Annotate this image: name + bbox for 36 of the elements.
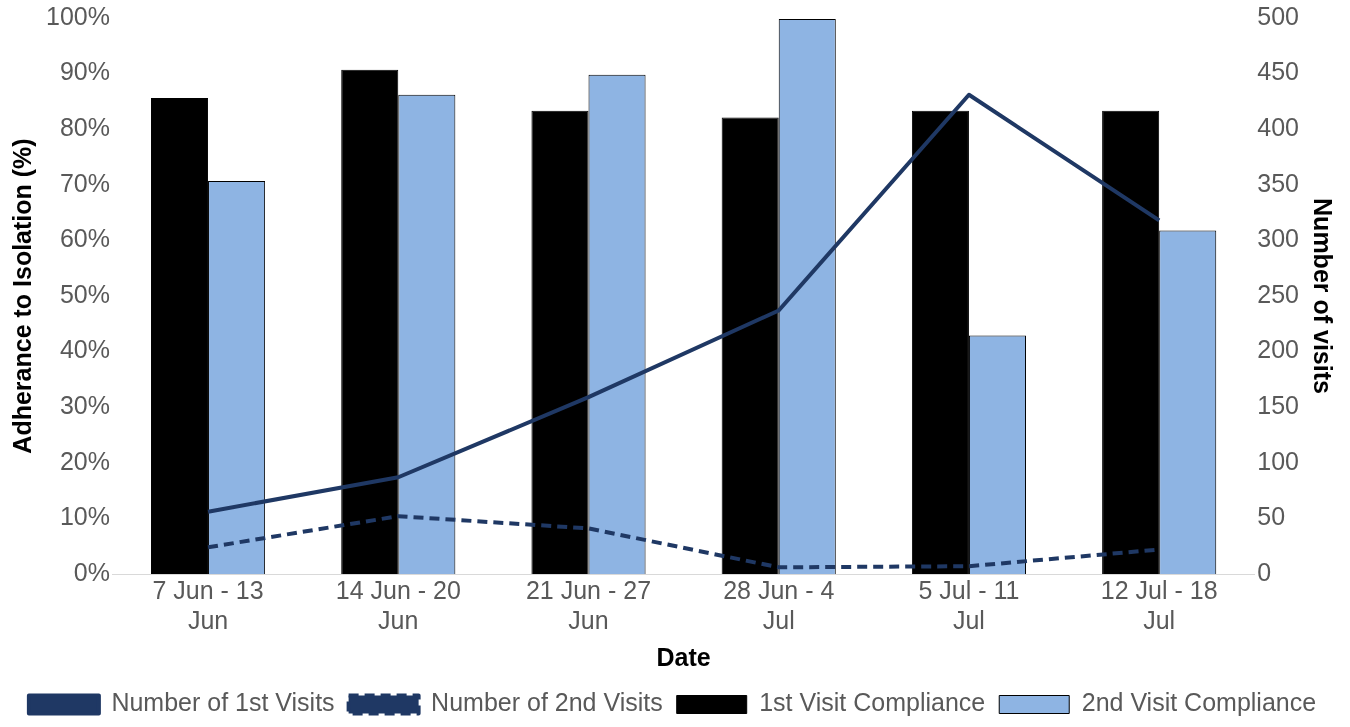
y-tick-label: 0% xyxy=(73,557,110,586)
x-tick-label: 5 Jul - 11 Jul xyxy=(918,575,1020,634)
x-tick-label: 7 Jun - 13 Jun xyxy=(152,575,264,634)
legend-label: 1st Visit Compliance xyxy=(759,688,986,717)
y-tick-label: 100% xyxy=(45,1,110,30)
y2-tick-label: 200 xyxy=(1257,335,1300,364)
legend-label: Number of 2nd Visits xyxy=(431,688,663,717)
y-tick-label: 40% xyxy=(59,335,110,364)
y2-axis-title: Number of visits xyxy=(1309,198,1338,394)
y2-tick-label: 450 xyxy=(1257,57,1300,86)
y-tick-label: 80% xyxy=(59,113,110,142)
y-tick-label: 50% xyxy=(59,279,110,308)
y-tick-label: 10% xyxy=(59,502,110,531)
y-axis-title: Adherance to Isolation (%) xyxy=(7,138,36,454)
x-tick-label: 21 Jun - 27 Jun xyxy=(525,575,652,634)
y2-tick-label: 350 xyxy=(1257,168,1300,197)
y2-tick-label: 50 xyxy=(1257,502,1286,531)
y-tick-label: 90% xyxy=(59,57,110,86)
y-tick-label: 60% xyxy=(59,224,110,253)
y2-tick-label: 250 xyxy=(1257,279,1300,308)
y-tick-label: 70% xyxy=(59,168,110,197)
x-axis-title: Date xyxy=(656,642,711,671)
y2-tick-label: 150 xyxy=(1257,391,1300,420)
y2-tick-label: 300 xyxy=(1257,224,1300,253)
legend-label: 2nd Visit Compliance xyxy=(1081,688,1317,717)
y2-tick-label: 0 xyxy=(1257,557,1272,586)
bar xyxy=(1102,110,1160,574)
x-tick-label: 28 Jun - 4 Jul xyxy=(723,575,835,634)
x-tick-label: 12 Jul - 18 Jul xyxy=(1100,575,1218,634)
y2-tick-label: 100 xyxy=(1257,446,1300,475)
y-tick-label: 20% xyxy=(59,446,110,475)
x-tick-label: 14 Jun - 20 Jun xyxy=(335,575,461,634)
y2-tick-label: 400 xyxy=(1257,113,1300,142)
y-tick-label: 30% xyxy=(59,391,110,420)
y2-tick-label: 500 xyxy=(1257,1,1300,30)
legend-label: Number of 1st Visits xyxy=(111,688,335,717)
